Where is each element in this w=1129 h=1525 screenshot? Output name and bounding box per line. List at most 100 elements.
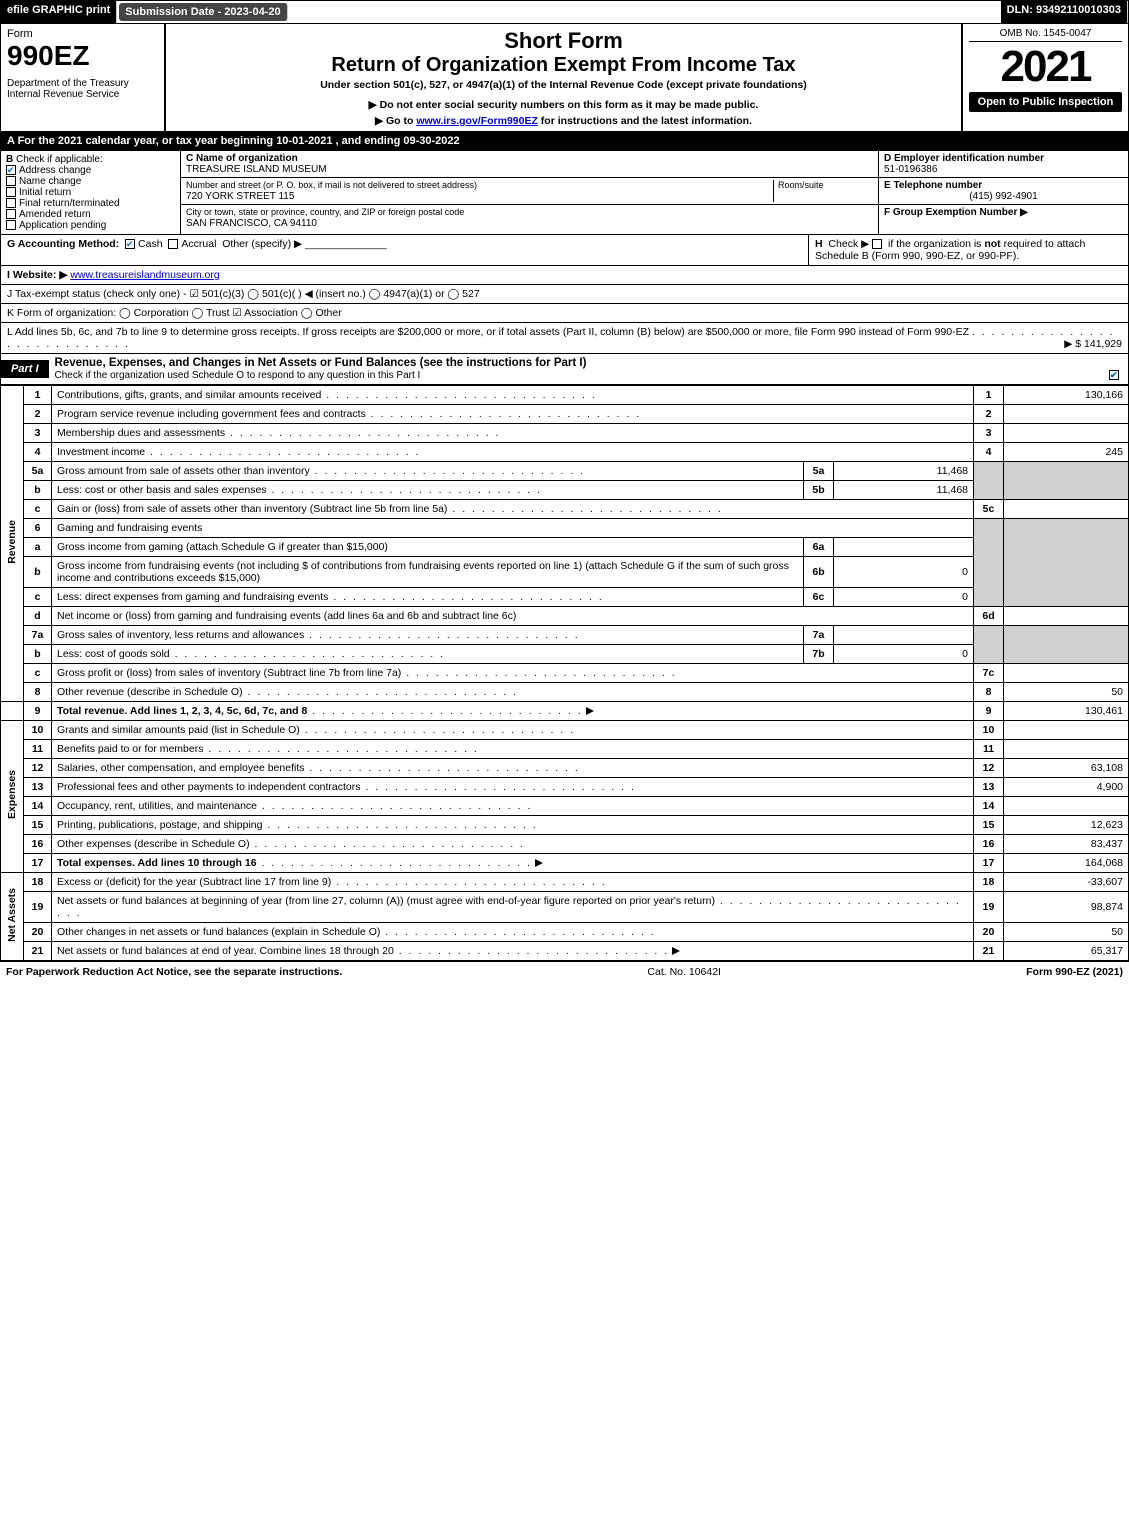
label-amended: Amended return: [19, 209, 91, 220]
row-l: L Add lines 5b, 6c, and 7b to line 9 to …: [0, 323, 1129, 354]
dln-label: DLN: 93492110010303: [1001, 1, 1128, 23]
line-15-text: Printing, publications, postage, and shi…: [57, 819, 262, 831]
line-6c-text: Less: direct expenses from gaming and fu…: [57, 591, 328, 603]
line-6-text: Gaming and fundraising events: [52, 519, 974, 538]
line-19-text: Net assets or fund balances at beginning…: [57, 895, 715, 907]
line-9-ref: 9: [974, 702, 1004, 721]
line-4-amt: 245: [1004, 443, 1129, 462]
line-13-amt: 4,900: [1004, 778, 1129, 797]
checkbox-address-change[interactable]: [6, 165, 16, 175]
line-7b-midlbl: 7b: [804, 645, 834, 664]
street-value: 720 YORK STREET 115: [186, 191, 294, 202]
line-10-text: Grants and similar amounts paid (list in…: [57, 724, 300, 736]
line-10-num: 10: [24, 721, 52, 740]
line-8-ref: 8: [974, 683, 1004, 702]
line-9-amt: 130,461: [1004, 702, 1129, 721]
website-link[interactable]: www.treasureislandmuseum.org: [70, 269, 219, 281]
line-14-text: Occupancy, rent, utilities, and maintena…: [57, 800, 257, 812]
row-i: I Website: ▶ www.treasureislandmuseum.or…: [0, 266, 1129, 285]
checkbox-cash[interactable]: [125, 239, 135, 249]
checkbox-name-change[interactable]: [6, 176, 16, 186]
line-13-ref: 13: [974, 778, 1004, 797]
line-13-text: Professional fees and other payments to …: [57, 781, 361, 793]
revenue-spacer: [1, 702, 24, 721]
header-center: Short Form Return of Organization Exempt…: [166, 24, 963, 131]
line-17-ref: 17: [974, 854, 1004, 873]
line-18-ref: 18: [974, 873, 1004, 892]
line-6c-num: c: [24, 588, 52, 607]
line-5c-ref: 5c: [974, 500, 1004, 519]
section-f-label: F Group Exemption Number ▶: [884, 207, 1028, 218]
irs-link[interactable]: www.irs.gov/Form990EZ: [416, 115, 538, 127]
checkbox-final-return[interactable]: [6, 198, 16, 208]
open-public-badge: Open to Public Inspection: [969, 92, 1122, 112]
line-21-text: Net assets or fund balances at end of ye…: [57, 945, 394, 957]
line-7c-amt: [1004, 664, 1129, 683]
room-label: Room/suite: [778, 180, 824, 190]
label-app-pending: Application pending: [19, 220, 106, 231]
checkbox-app-pending[interactable]: [6, 220, 16, 230]
checkbox-initial-return[interactable]: [6, 187, 16, 197]
checkbox-amended[interactable]: [6, 209, 16, 219]
line-14-ref: 14: [974, 797, 1004, 816]
line-21-ref: 21: [974, 942, 1004, 961]
line-15-num: 15: [24, 816, 52, 835]
checkbox-accrual[interactable]: [168, 239, 178, 249]
row-l-amount: ▶ $ 141,929: [1064, 338, 1122, 350]
row-l-text: L Add lines 5b, 6c, and 7b to line 9 to …: [7, 326, 969, 338]
label-cash: Cash: [138, 238, 163, 250]
line-5b-midlbl: 5b: [804, 481, 834, 500]
section-d-label: D Employer identification number: [884, 153, 1044, 164]
line-15-amt: 12,623: [1004, 816, 1129, 835]
header-left: Form 990EZ Department of the Treasury In…: [1, 24, 166, 131]
line-16-num: 16: [24, 835, 52, 854]
line-7b-text: Less: cost of goods sold: [57, 648, 170, 660]
line-6-num: 6: [24, 519, 52, 538]
label-initial-return: Initial return: [19, 187, 71, 198]
row-k: K Form of organization: ◯ Corporation ◯ …: [0, 304, 1129, 323]
line-11-text: Benefits paid to or for members: [57, 743, 203, 755]
form-number: 990EZ: [7, 40, 158, 72]
line-7b-midval: 0: [834, 645, 974, 664]
arrow-icon: [586, 707, 594, 715]
ein-value: 51-0196386: [884, 164, 937, 175]
section-h: H Check ▶ if the organization is not req…: [808, 235, 1128, 265]
line-7c-text: Gross profit or (loss) from sales of inv…: [57, 667, 401, 679]
line-1-num: 1: [24, 386, 52, 405]
section-b-label: B: [6, 154, 13, 165]
line-6d-text: Net income or (loss) from gaming and fun…: [57, 610, 516, 622]
submission-date-button[interactable]: Submission Date - 2023-04-20: [119, 3, 287, 21]
efile-label[interactable]: efile GRAPHIC print: [1, 1, 117, 23]
line-1-text: Contributions, gifts, grants, and simila…: [57, 389, 321, 401]
line-3-amt: [1004, 424, 1129, 443]
line-8-amt: 50: [1004, 683, 1129, 702]
line-20-num: 20: [24, 923, 52, 942]
line-20-text: Other changes in net assets or fund bala…: [57, 926, 380, 938]
line-16-ref: 16: [974, 835, 1004, 854]
line-12-amt: 63,108: [1004, 759, 1129, 778]
label-address-change: Address change: [19, 165, 91, 176]
part-i-label: Part I: [1, 360, 49, 378]
line-6b-midlbl: 6b: [804, 557, 834, 588]
header-right: OMB No. 1545-0047 2021 Open to Public In…: [963, 24, 1128, 131]
lines-table: Revenue 1 Contributions, gifts, grants, …: [0, 385, 1129, 961]
line-11-amt: [1004, 740, 1129, 759]
checkbox-h[interactable]: [872, 239, 882, 249]
arrow-icon: [535, 859, 543, 867]
street-label: Number and street (or P. O. box, if mail…: [186, 180, 477, 190]
line-5c-num: c: [24, 500, 52, 519]
line-17-text: Total expenses. Add lines 10 through 16: [57, 857, 257, 869]
main-title: Return of Organization Exempt From Incom…: [172, 54, 955, 77]
part-i-title: Revenue, Expenses, and Changes in Net As…: [49, 354, 1128, 384]
line-1-amt: 130,166: [1004, 386, 1129, 405]
line-1-ref: 1: [974, 386, 1004, 405]
line-18-num: 18: [24, 873, 52, 892]
line-6b-num: b: [24, 557, 52, 588]
grey-amt-6: [1004, 519, 1129, 607]
checkbox-schedule-o[interactable]: [1109, 370, 1119, 380]
short-form-title: Short Form: [172, 28, 955, 54]
city-value: SAN FRANCISCO, CA 94110: [186, 218, 317, 229]
line-21-amt: 65,317: [1004, 942, 1129, 961]
line-2-num: 2: [24, 405, 52, 424]
section-b-left: B Check if applicable: Address change Na…: [1, 151, 181, 234]
